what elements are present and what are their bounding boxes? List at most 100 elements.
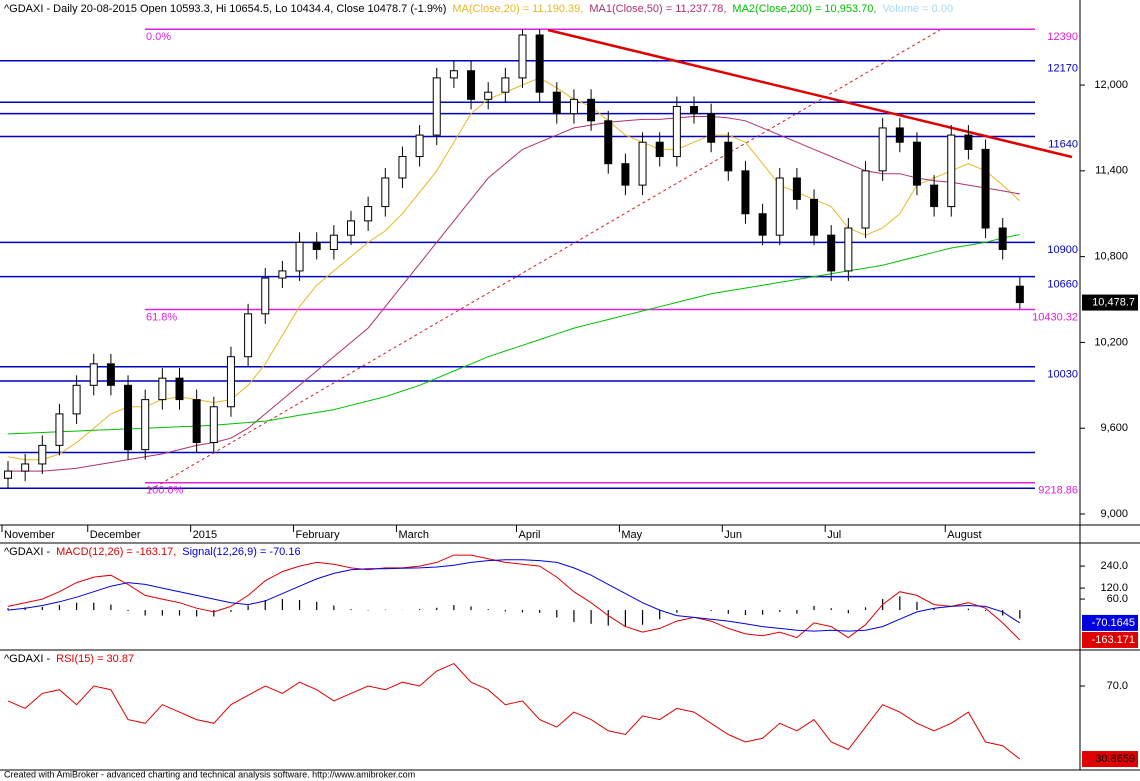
candle-body — [690, 105, 698, 115]
candle-body — [484, 91, 493, 100]
x-tick-label: Jul — [827, 529, 841, 541]
x-tick-label: November — [4, 529, 55, 541]
candle-body — [124, 384, 133, 451]
legend-entry: ^GDAXI - Daily 20-08-2015 Open 10593.3, … — [4, 3, 446, 15]
y-tick-label: 9,600 — [1100, 422, 1128, 434]
downtrend-line — [547, 28, 1073, 159]
candle-body — [552, 91, 561, 115]
y-tick-label: 9,000 — [1100, 508, 1128, 520]
fib-label: 100.0% — [146, 485, 184, 497]
candle-body — [175, 377, 184, 401]
x-tick-label: February — [296, 529, 341, 541]
level-label: 10900 — [1047, 244, 1078, 256]
candle-body — [707, 113, 716, 143]
level-label: 12170 — [1047, 63, 1078, 75]
level-label: 9218.86 — [1038, 485, 1078, 497]
legend-entry: MA2(Close,200) = 10,953.70, — [732, 3, 876, 15]
uptrend-line — [149, 29, 941, 491]
candle-body — [775, 177, 784, 236]
candle-body — [1015, 285, 1024, 304]
candle-body — [141, 399, 150, 451]
legend-entry: MA(Close,20) = 11,190.39, — [452, 3, 583, 15]
candle-body — [792, 177, 801, 200]
candle-body — [604, 120, 613, 165]
candle-body — [312, 241, 321, 250]
value-label: -163.171 — [1092, 634, 1135, 646]
legend-entry: MACD(12,26) = -163.17, — [56, 546, 176, 558]
candle-body — [895, 127, 904, 143]
candle-body — [364, 206, 373, 222]
candle-body — [89, 363, 98, 386]
legend-entry: ^GDAXI - — [4, 653, 50, 665]
candle-body — [861, 170, 870, 229]
y-tick-label: 10,200 — [1094, 336, 1128, 348]
indicator-line — [7, 554, 1021, 641]
legend-entry: ^GDAXI - — [4, 546, 50, 558]
candle-body — [4, 470, 12, 479]
value-box — [1082, 751, 1138, 768]
candle-body — [741, 170, 750, 215]
level-label: 10660 — [1047, 279, 1078, 291]
candle-body — [432, 77, 441, 136]
candle-body — [655, 141, 664, 158]
candle-body — [981, 148, 990, 229]
fib-label: 61.8% — [146, 311, 177, 323]
candle-body — [672, 105, 681, 158]
candle-body — [844, 227, 853, 272]
x-tick-label: August — [947, 529, 981, 541]
value-box — [1082, 294, 1138, 311]
candle-body — [72, 384, 81, 415]
candle-body — [535, 34, 544, 93]
candle-body — [415, 134, 424, 158]
candle-body — [810, 198, 819, 236]
candle-body — [244, 313, 253, 358]
legend-entry: Signal(12,26,9) = -70.16 — [182, 546, 300, 558]
background-layer — [0, 28, 1035, 490]
x-tick-label: April — [519, 529, 541, 541]
candle-body — [21, 463, 30, 472]
level-label: 11640 — [1048, 138, 1078, 150]
y-tick-label: 11,400 — [1095, 165, 1128, 177]
candle-body — [55, 413, 64, 446]
value-label: -70.1645 — [1092, 617, 1135, 629]
level-label: 10430.32 — [1032, 311, 1078, 323]
indicator-line — [7, 663, 1021, 760]
candle-body — [226, 356, 235, 408]
legend-entry: Volume = 0.00 — [882, 3, 953, 15]
candle-body — [347, 220, 355, 236]
candle-body — [501, 77, 510, 93]
candle-body — [278, 270, 287, 279]
x-tick-label: March — [398, 529, 429, 541]
x-tick-label: May — [621, 529, 642, 541]
x-tick-label: Jun — [724, 529, 742, 541]
candle-body — [38, 444, 47, 465]
legend-entry: RSI(15) = 30.87 — [56, 653, 134, 665]
candle-body — [106, 363, 115, 386]
candle-body — [621, 163, 630, 186]
candle-body — [827, 234, 836, 272]
x-tick-label: December — [90, 529, 141, 541]
x-tick-label: 2015 — [193, 529, 217, 541]
legend-entry: MA1(Close,50) = 11,237.78, — [589, 3, 726, 15]
fib-label: 0.0% — [146, 31, 171, 43]
candle-body — [758, 213, 767, 236]
value-box — [1082, 614, 1138, 631]
candle-body — [912, 141, 921, 186]
candle-body — [947, 134, 956, 208]
candle-body — [192, 399, 201, 443]
level-label: 12390 — [1047, 31, 1078, 43]
y-tick-label: 70.0 — [1107, 680, 1128, 692]
footer: Created with AmiBroker - advanced charti… — [4, 769, 415, 779]
candle-body — [381, 177, 390, 208]
candle-body — [329, 234, 338, 250]
y-tick-label: 12,000 — [1094, 79, 1128, 91]
moving-average — [8, 116, 1020, 472]
candle-body — [518, 34, 527, 79]
value-label: 10,478.7 — [1092, 296, 1135, 308]
candle-body — [449, 70, 458, 79]
candle-body — [930, 184, 939, 208]
y-tick-label: 60.0 — [1107, 593, 1128, 605]
